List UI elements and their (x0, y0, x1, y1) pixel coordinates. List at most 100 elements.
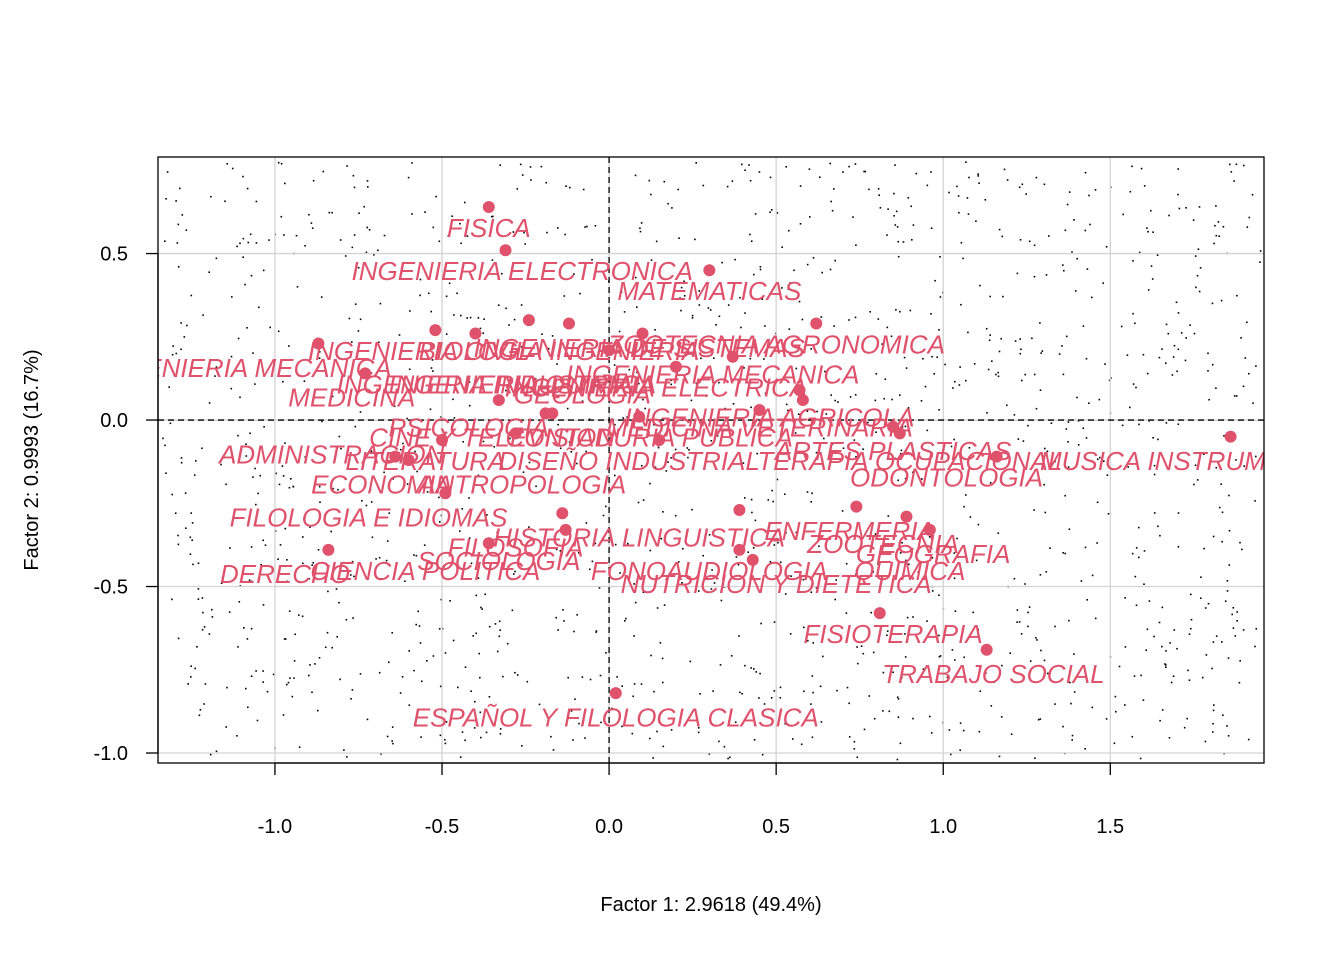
point-label: ESPAÑOL Y FILOLOGIA CLASICA (413, 702, 819, 732)
noise-dot (466, 317, 468, 319)
data-point (509, 427, 522, 440)
noise-dot (848, 736, 851, 738)
noise-dot (311, 691, 313, 694)
noise-dot (388, 396, 390, 399)
noise-dot (749, 357, 752, 360)
noise-dot (686, 373, 688, 375)
noise-dot (1161, 348, 1163, 350)
noise-dot (304, 245, 306, 247)
noise-dot (900, 449, 903, 452)
noise-dot (516, 674, 519, 676)
noise-dot (258, 306, 260, 309)
noise-dot (716, 435, 719, 437)
noise-dot (605, 505, 607, 508)
noise-dot (1001, 235, 1004, 238)
noise-dot (256, 719, 259, 722)
noise-dot (908, 563, 910, 566)
noise-dot (555, 616, 557, 619)
noise-dot (845, 562, 848, 565)
noise-dot (998, 350, 1001, 353)
noise-dot (550, 735, 552, 738)
noise-dot (1106, 474, 1109, 476)
noise-dot (938, 634, 940, 637)
noise-dot (346, 756, 348, 758)
noise-dot (715, 324, 717, 326)
noise-dot (621, 685, 623, 687)
noise-dot (956, 537, 958, 540)
noise-dot (950, 753, 952, 756)
noise-dot (245, 687, 247, 690)
noise-dot (1050, 422, 1053, 424)
noise-dot (279, 365, 282, 367)
noise-dot (649, 549, 652, 552)
noise-dot (257, 492, 259, 495)
noise-dot (663, 180, 666, 183)
noise-dot (1226, 590, 1229, 592)
noise-dot (901, 542, 903, 544)
noise-dot (1212, 731, 1214, 733)
noise-dot (511, 609, 514, 612)
point-label: INGENIERIA ELECTRICA (505, 373, 807, 403)
noise-dot (1212, 709, 1215, 712)
data-point (796, 394, 809, 407)
point-label: MUSICA INSTRUMENTAL (1040, 446, 1344, 476)
point-label: INGENIERIA MECANICA (566, 359, 860, 389)
noise-dot (506, 642, 509, 645)
noise-dot (792, 738, 794, 740)
noise-dot (386, 735, 389, 738)
noise-dot (1193, 332, 1196, 335)
noise-dot (447, 235, 450, 237)
noise-dot (1226, 580, 1229, 582)
noise-dot (328, 211, 331, 214)
noise-dot (984, 199, 987, 201)
noise-dot (903, 356, 906, 359)
noise-dot (1021, 183, 1024, 186)
noise-dot (802, 578, 805, 581)
noise-dot (890, 335, 893, 338)
noise-dot (731, 180, 734, 182)
noise-dot (177, 534, 179, 537)
noise-dot (886, 630, 889, 632)
noise-dot (277, 330, 280, 333)
noise-dot (954, 380, 956, 383)
noise-dot (461, 731, 464, 733)
point-label: MEDICINA (288, 383, 415, 413)
noise-dot (1127, 466, 1129, 468)
noise-dot (993, 681, 995, 683)
noise-dot (863, 170, 865, 173)
noise-dot (1165, 650, 1167, 652)
noise-dot (713, 357, 715, 359)
noise-dot (863, 728, 866, 731)
noise-dot (758, 171, 761, 173)
noise-dot (912, 471, 914, 474)
noise-dot (1084, 748, 1086, 750)
noise-dot (231, 296, 233, 298)
noise-dot (926, 620, 928, 622)
noise-dot (292, 485, 295, 488)
noise-dot (262, 670, 264, 672)
noise-dot (443, 565, 445, 568)
noise-dot (1064, 229, 1067, 232)
noise-dot (868, 695, 871, 697)
noise-dot (314, 663, 316, 665)
noise-dot (1019, 352, 1022, 355)
noise-dot (822, 655, 824, 658)
noise-dot (691, 508, 693, 511)
noise-dot (654, 335, 657, 337)
noise-dot (790, 575, 792, 577)
point-label: INGENIERIA ELECTRONICA (351, 256, 692, 286)
noise-dot (872, 651, 875, 654)
noise-dot (676, 372, 678, 375)
noise-dot (311, 564, 313, 566)
noise-dot (598, 587, 601, 589)
noise-dot (391, 726, 394, 728)
noise-dot (1204, 740, 1207, 743)
noise-dot (351, 341, 353, 343)
noise-dot (233, 577, 236, 580)
noise-dot (1146, 628, 1149, 631)
noise-dot (859, 583, 861, 586)
noise-dot (600, 721, 602, 724)
noise-dot (496, 531, 499, 534)
noise-dot (656, 607, 659, 609)
noise-dot (190, 665, 192, 667)
